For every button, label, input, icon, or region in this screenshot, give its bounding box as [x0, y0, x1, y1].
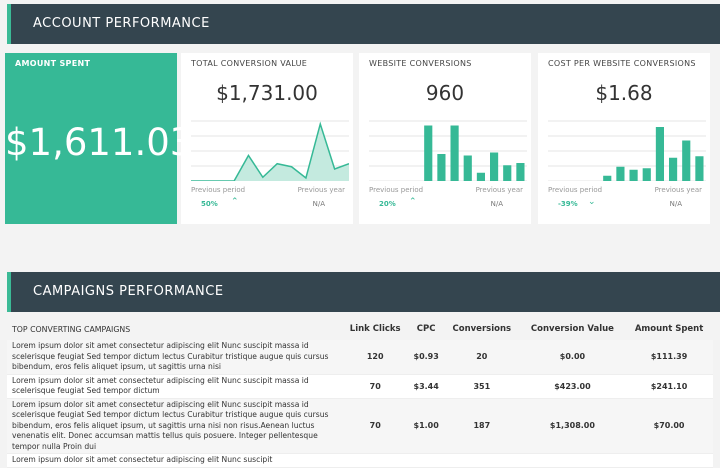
cell: $241.10 — [650, 381, 688, 391]
card-title: WEBSITE CONVERSIONS — [369, 59, 472, 68]
cell: 70 — [369, 421, 381, 431]
card-value: $1.68 — [595, 81, 653, 105]
card-value: $1,731.00 — [216, 81, 318, 105]
table-row: Lorem ipsum dolor sit amet consectetur a… — [7, 398, 713, 454]
cell: 187 — [473, 421, 491, 431]
bar — [463, 155, 472, 181]
area-chart — [191, 120, 349, 181]
column-header[interactable]: Conversion Value — [530, 324, 614, 334]
column-header[interactable]: Link Clicks — [349, 324, 401, 334]
chevron-up-icon: ⌃ — [231, 197, 239, 207]
card-cost-per-website-conversions: COST PER WEBSITE CONVERSIONS $1.68 Previ… — [538, 53, 710, 224]
campaign-name: Lorem ipsum dolor sit amet consectetur a… — [12, 399, 329, 451]
column-header[interactable]: CPC — [416, 324, 436, 334]
previous-year-label: Previous year — [654, 186, 702, 194]
bar — [476, 172, 485, 181]
bar — [516, 163, 525, 181]
card-title: AMOUNT SPENT — [15, 59, 91, 68]
bar-chart — [369, 120, 527, 181]
bar-chart — [548, 120, 706, 181]
bar — [424, 125, 433, 181]
previous-period-label: Previous period — [369, 186, 424, 194]
bar — [603, 175, 612, 181]
cell: $1,308.00 — [549, 421, 595, 431]
column-header[interactable]: TOP CONVERTING CAMPAIGNS — [12, 324, 131, 334]
previous-period-change: -39% — [558, 200, 578, 208]
cell: $423.00 — [554, 381, 591, 391]
cell — [444, 454, 520, 468]
bar — [695, 156, 704, 181]
bar — [629, 169, 638, 181]
previous-year-value: N/A — [669, 200, 682, 208]
cell: 70 — [369, 381, 381, 391]
previous-period-change: 20% — [379, 200, 396, 208]
previous-year-label: Previous year — [475, 186, 523, 194]
cell: $1.00 — [413, 421, 439, 431]
column-header[interactable]: Conversions — [452, 324, 512, 334]
card-total-conversion-value: TOTAL CONVERSION VALUE $1,731.00 Previou… — [181, 53, 353, 224]
cell — [520, 454, 625, 468]
card-value: $1,611.03 — [5, 121, 194, 164]
previous-year-value: N/A — [490, 200, 503, 208]
card-website-conversions: WEBSITE CONVERSIONS 960 Previous period … — [359, 53, 531, 224]
account-performance-header: ACCOUNT PERFORMANCE — [7, 4, 720, 44]
campaign-name: Lorem ipsum dolor sit amet consectetur a… — [12, 455, 273, 464]
bar — [503, 165, 512, 181]
previous-year-value: N/A — [312, 200, 325, 208]
campaign-name: Lorem ipsum dolor sit amet consectetur a… — [12, 341, 329, 371]
area-fill — [191, 124, 349, 181]
card-title: TOTAL CONVERSION VALUE — [191, 59, 308, 68]
bar — [616, 166, 625, 181]
campaign-name: Lorem ipsum dolor sit amet consectetur a… — [12, 375, 309, 396]
campaigns-performance-header: CAMPAIGNS PERFORMANCE — [7, 272, 720, 312]
card-title: COST PER WEBSITE CONVERSIONS — [548, 59, 696, 68]
card-value: 960 — [425, 81, 465, 105]
cell: 120 — [366, 352, 384, 362]
previous-period-label: Previous period — [191, 186, 246, 194]
chevron-down-icon: ⌄ — [588, 197, 596, 207]
cell: $70.00 — [653, 421, 685, 431]
bar — [682, 140, 691, 181]
cell: 351 — [473, 381, 491, 391]
series-line — [191, 121, 349, 181]
bar — [450, 125, 459, 181]
previous-period-change: 50% — [201, 200, 218, 208]
table-row: Lorem ipsum dolor sit amet consectetur a… — [7, 374, 713, 398]
previous-period-label: Previous period — [548, 186, 603, 194]
cell: $3.44 — [413, 381, 439, 391]
cell: $111.39 — [650, 352, 688, 362]
previous-year-label: Previous year — [297, 186, 345, 194]
bar — [669, 157, 678, 181]
cell: $0.00 — [559, 352, 586, 362]
campaigns-table: TOP CONVERTING CAMPAIGNS Link Clicks CPC Co… — [7, 318, 713, 468]
bar — [437, 154, 446, 181]
section-title: ACCOUNT PERFORMANCE — [33, 16, 210, 31]
bar — [655, 127, 664, 181]
table-row: Lorem ipsum dolor sit amet consectetur a… — [7, 340, 713, 374]
amount-spent-card: AMOUNT SPENT $1,611.03 — [5, 53, 194, 224]
table-row: Lorem ipsum dolor sit amet consectetur a… — [7, 453, 713, 468]
cell: $0.93 — [413, 352, 439, 362]
cell — [408, 454, 444, 468]
cell: 20 — [476, 352, 488, 362]
chevron-up-icon: ⌃ — [409, 197, 417, 207]
column-header[interactable]: Amount Spent — [634, 324, 704, 334]
section-title: CAMPAIGNS PERFORMANCE — [33, 284, 224, 299]
cell — [625, 454, 713, 468]
bar — [490, 152, 499, 181]
cell — [342, 454, 408, 468]
bar — [642, 168, 651, 181]
